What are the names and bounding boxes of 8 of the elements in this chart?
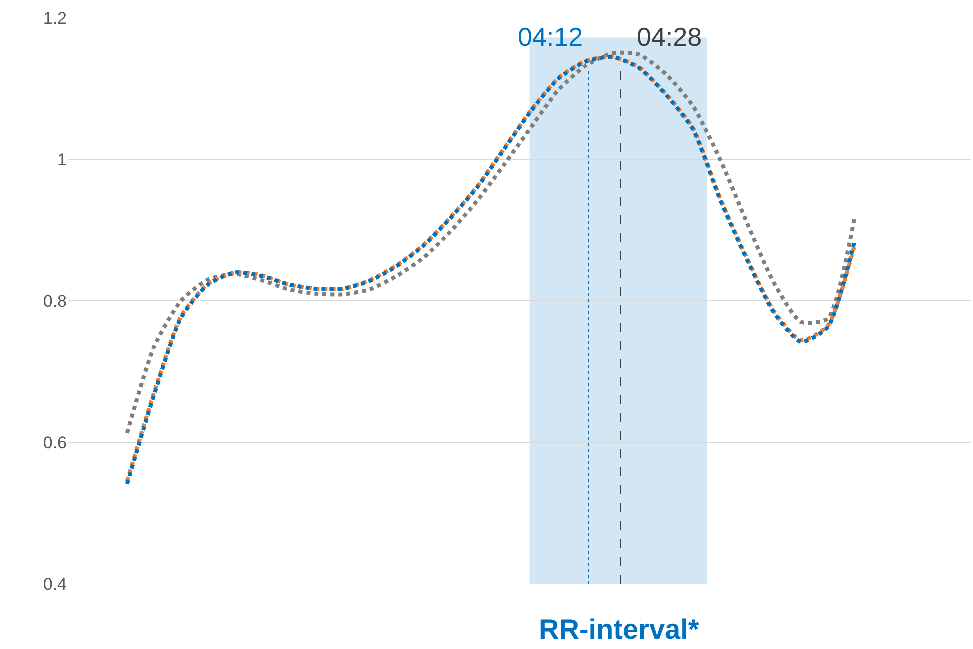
y-tick-label: 0.6 (43, 433, 67, 452)
y-tick-label: 0.4 (43, 574, 67, 594)
annotation: 04:12 (518, 22, 584, 52)
annotation: 04:28 (637, 22, 702, 52)
y-tick-label: 1.2 (43, 8, 67, 28)
y-tick-label: 0.8 (43, 292, 67, 311)
y-tick-label: 1 (58, 150, 67, 170)
x-axis-title: RR-interval* (539, 614, 700, 645)
